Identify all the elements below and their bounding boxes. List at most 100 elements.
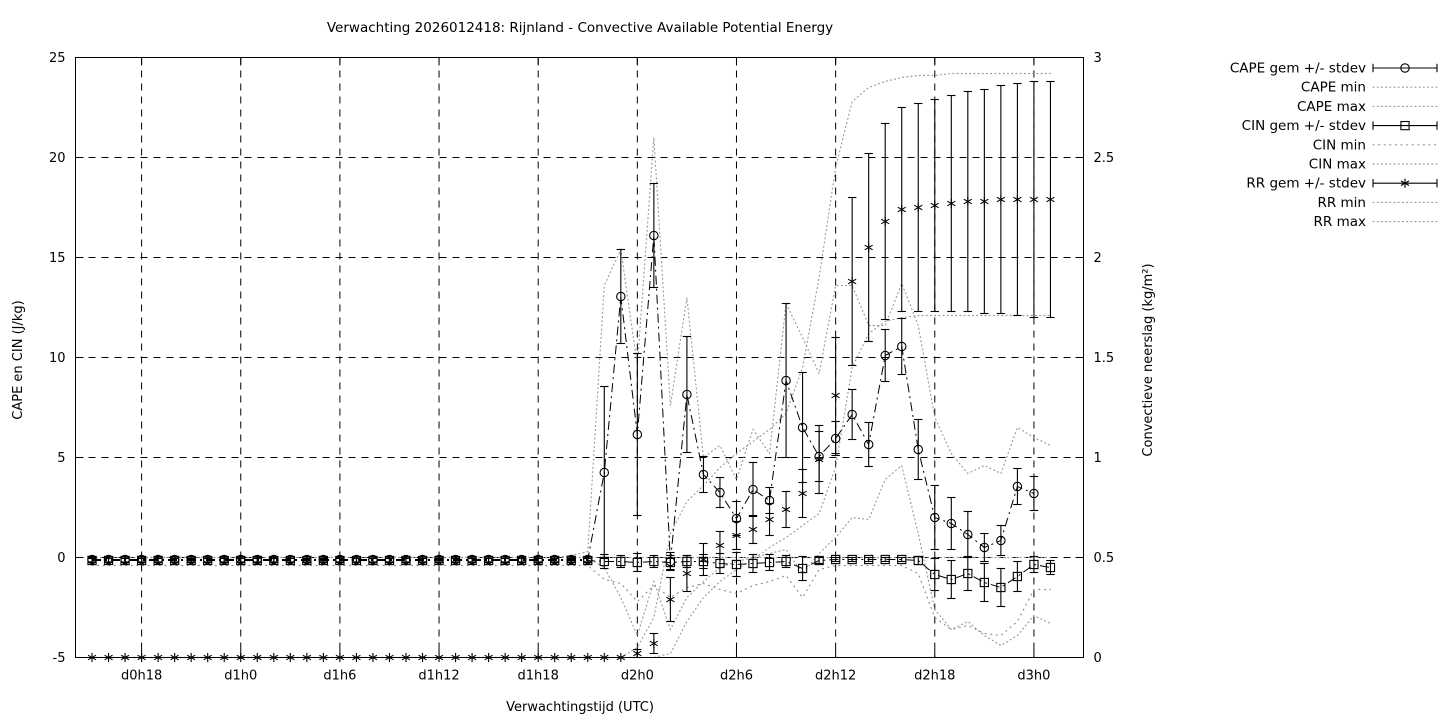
legend[interactable]: CAPE gem +/- stdev CAPE min CAPE max CIN ge… <box>1230 61 1438 231</box>
marker-asterisk <box>847 278 857 285</box>
marker-square <box>269 555 279 566</box>
legend-label-0: CAPE gem +/- stdev <box>1230 61 1366 77</box>
marker-square <box>169 555 180 566</box>
marker-circle <box>880 350 890 361</box>
marker-square <box>368 555 378 566</box>
marker-circle <box>797 422 808 433</box>
y-tick-label: 20 <box>49 151 66 166</box>
marker-square <box>599 556 609 567</box>
envelope-cin-min <box>91 564 1052 637</box>
marker-square <box>450 555 461 566</box>
marker-square <box>318 555 329 566</box>
marker-asterisk <box>814 456 824 463</box>
marker-square <box>1029 559 1039 570</box>
marker-asterisk <box>781 506 791 513</box>
marker-circle <box>616 291 626 302</box>
legend-label-4: CIN min <box>1313 137 1366 153</box>
marker-square <box>103 555 114 566</box>
marker-square <box>864 554 874 565</box>
x-axis-label: Verwachtingstijd (UTC) <box>506 700 654 715</box>
marker-circle <box>748 484 758 495</box>
marker-circle <box>599 467 610 478</box>
marker-asterisk <box>715 542 725 549</box>
marker-square <box>1400 120 1410 131</box>
marker-asterisk <box>732 532 741 539</box>
y-tick-label: 10 <box>49 351 66 366</box>
marker-circle <box>698 469 709 480</box>
marker-circle <box>1400 63 1410 73</box>
marker-square <box>1045 562 1056 573</box>
marker-asterisk <box>930 202 940 209</box>
marker-square <box>483 555 494 566</box>
marker-asterisk <box>980 198 989 205</box>
axis-ticks: -5 0 0 0.5 5 1 10 1.5 15 2 20 2.5 25 3 d0h18 d1h0 d1h6 d1… <box>49 51 1114 684</box>
marker-square <box>764 557 775 568</box>
marker-square <box>616 556 626 567</box>
marker-square <box>781 556 791 567</box>
marker-asterisk <box>864 244 873 251</box>
marker-square <box>996 582 1006 593</box>
marker-square <box>665 557 676 568</box>
marker-circle <box>781 375 791 386</box>
marker-asterisk <box>1013 196 1022 203</box>
marker-square <box>632 557 642 568</box>
y2-axis-label: Convectieve neerslag (kg/m²) <box>1141 263 1156 456</box>
x-tick-label: d3h0 <box>1017 669 1050 684</box>
marker-square <box>285 555 295 566</box>
marker-circle <box>913 444 924 455</box>
marker-asterisk <box>666 596 675 603</box>
marker-asterisk <box>765 516 774 523</box>
marker-circle <box>1029 488 1039 499</box>
marker-square <box>351 555 362 566</box>
marker-square <box>748 558 758 569</box>
y2-tick-label: 3 <box>1094 51 1102 66</box>
marker-square <box>120 555 130 566</box>
marker-square <box>946 574 956 585</box>
y-axis-label: CAPE en CIN (J/kg) <box>11 300 26 419</box>
marker-square <box>731 559 742 570</box>
x-tick-label: d2h18 <box>914 669 955 684</box>
marker-square <box>467 555 477 566</box>
marker-square <box>434 555 444 566</box>
legend-sample-marker-0 <box>1400 63 1410 73</box>
marker-asterisk <box>699 556 708 563</box>
x-tick-label: d2h6 <box>720 669 753 684</box>
marker-circle <box>930 512 940 523</box>
marker-square <box>979 577 990 588</box>
marker-circle <box>996 535 1006 546</box>
marker-square <box>913 555 923 566</box>
marker-square <box>236 555 246 566</box>
envelope-curves <box>91 72 1052 659</box>
marker-asterisk <box>1046 196 1055 203</box>
legend-label-7: RR min <box>1317 195 1366 211</box>
marker-square <box>500 555 510 566</box>
legend-label-3: CIN gem +/- stdev <box>1242 118 1366 134</box>
y-tick-label: 25 <box>49 51 66 66</box>
series-cin-gem-stdev <box>87 551 1056 608</box>
legend-label-8: RR max <box>1314 214 1366 230</box>
legend-label-2: CAPE max <box>1297 99 1366 115</box>
y2-tick-label: 0 <box>1094 651 1102 666</box>
marker-asterisk <box>880 218 890 225</box>
x-tick-label: d0h18 <box>121 669 162 684</box>
marker-square <box>583 555 593 566</box>
x-tick-label: d1h6 <box>323 669 356 684</box>
marker-square <box>649 556 659 567</box>
marker-asterisk <box>963 198 973 205</box>
marker-asterisk <box>897 206 906 213</box>
marker-square <box>847 554 857 565</box>
grid-lines <box>75 57 1084 658</box>
marker-asterisk <box>1029 196 1039 203</box>
y-tick-label: 5 <box>57 451 65 466</box>
marker-square <box>963 568 973 579</box>
marker-asterisk <box>649 640 659 647</box>
legend-sample-marker-3 <box>1400 120 1410 131</box>
series-rr-gem-stdev <box>87 80 1055 663</box>
y2-tick-label: 1.5 <box>1094 351 1115 366</box>
x-tick-label: d2h0 <box>621 669 654 684</box>
marker-square <box>550 555 560 566</box>
marker-circle <box>1012 481 1023 492</box>
marker-square <box>136 555 147 566</box>
